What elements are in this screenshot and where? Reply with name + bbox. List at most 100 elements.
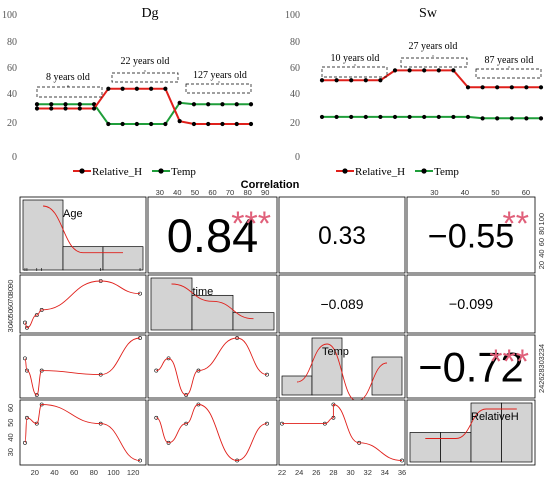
axis-tick-label: 40 [537, 249, 546, 257]
scatter-point [154, 415, 159, 420]
matrix-panel [19, 399, 147, 466]
scatter-point [34, 313, 39, 318]
axis-tick-label: 120 [127, 468, 140, 477]
line-chart-sw: Sw 0 20 40 60 80 100 10 years old ˆ 27 y… [285, 6, 544, 178]
axis-tick-label: 60 [537, 238, 546, 246]
y-tick-label: 60 [290, 63, 300, 74]
y-tick-label: 20 [7, 118, 17, 129]
axis-tick-label: 24 [537, 385, 546, 393]
data-point [378, 78, 383, 83]
histogram-bar [501, 402, 533, 463]
axis-tick-label: 28 [329, 468, 337, 477]
data-point [191, 102, 197, 107]
axis-tick-label: 100 [107, 468, 120, 477]
annotation-bracket [111, 72, 179, 83]
data-point [191, 121, 197, 127]
data-point [177, 119, 182, 124]
data-point [206, 121, 211, 127]
legend-label: Relative_H [92, 166, 142, 178]
data-point [451, 114, 456, 120]
matrix-panel [147, 196, 278, 274]
axis-tick-label: 30 [6, 324, 15, 332]
histogram-bar [62, 246, 104, 271]
axis-tick-label: 26 [312, 468, 320, 477]
series-line [322, 69, 541, 89]
y-tick-label: 0 [12, 152, 17, 163]
variable-label: time [193, 286, 214, 298]
data-point [220, 102, 225, 107]
histogram-bar [232, 312, 275, 331]
data-point [63, 102, 68, 107]
scatter-point [25, 368, 29, 373]
axis-tick-label: 32 [537, 352, 546, 360]
axis-tick-label: 30 [537, 360, 546, 368]
y-tick-label: 0 [295, 152, 300, 163]
data-point [134, 86, 139, 91]
axis-tick-label: 20 [31, 468, 39, 477]
loess-curve [24, 337, 141, 396]
data-point [149, 86, 154, 91]
y-tick-label: 100 [285, 10, 300, 21]
loess-curve [24, 280, 141, 329]
scatter-point [34, 393, 39, 397]
data-point [538, 85, 544, 90]
data-point [163, 121, 168, 127]
axis-tick-label: 50 [491, 188, 499, 197]
loess-curve [156, 337, 268, 396]
histogram-bar [102, 246, 144, 271]
loess-curve [156, 404, 268, 461]
matrix-panel [278, 196, 406, 274]
matrix-panel [278, 399, 406, 466]
data-point [392, 68, 398, 73]
annotation-label: 87 years old [485, 55, 534, 66]
axis-tick-label: 36 [398, 468, 406, 477]
data-point [480, 116, 485, 121]
significance-stars: *** [489, 343, 529, 381]
annotation-label: 127 years old [193, 70, 247, 81]
data-point [349, 114, 354, 120]
y-tick-label: 40 [7, 89, 17, 100]
data-point [524, 116, 529, 121]
annotation-label: 10 years old [331, 53, 380, 64]
annotation-label: 22 years old [121, 56, 170, 67]
annotation-label: 8 years old [46, 72, 90, 83]
axis-tick-label: 80 [243, 188, 251, 197]
legend-marker [421, 168, 427, 174]
y-tick-label: 100 [2, 10, 17, 21]
data-point [134, 121, 139, 127]
bracket-tick: ˆ [508, 67, 511, 74]
scatter-point [23, 440, 27, 445]
axis-tick-label: 80 [6, 287, 15, 295]
variable-label: Age [63, 208, 83, 220]
histogram-bar [311, 337, 343, 396]
annotation-bracket [321, 66, 388, 78]
axis-tick-label: 50 [6, 309, 15, 317]
series-line [322, 115, 541, 120]
line-chart-dg: Dg 0 20 40 60 80 100 8 years old ˆ 22 ye… [2, 6, 254, 178]
axis-tick-label: 24 [295, 468, 303, 477]
correlation-value: 0.33 [318, 223, 366, 250]
legend-label: Temp [171, 166, 196, 178]
histogram-bar [191, 294, 234, 331]
y-tick-label: 20 [290, 118, 300, 129]
density-curve [296, 343, 388, 402]
density-curve [425, 408, 517, 439]
chart-title-correlation: Correlation [241, 179, 300, 191]
y-tick-label: 60 [7, 63, 17, 74]
axis-tick-label: 34 [381, 468, 389, 477]
histogram-bar [150, 277, 193, 331]
data-point [451, 68, 456, 73]
data-point [538, 116, 544, 121]
correlation-value: 0.84 [167, 209, 258, 262]
axis-tick-label: 30 [6, 448, 15, 456]
data-point [436, 114, 441, 120]
axis-tick-label: 50 [6, 419, 15, 427]
bracket-tick: ˆ [432, 56, 435, 63]
data-point [120, 121, 125, 127]
data-point [206, 102, 211, 107]
axis-tick-label: 90 [261, 188, 269, 197]
data-point [220, 121, 225, 127]
axis-tick-label: 40 [6, 433, 15, 441]
data-point [319, 78, 325, 83]
data-point [509, 85, 514, 90]
